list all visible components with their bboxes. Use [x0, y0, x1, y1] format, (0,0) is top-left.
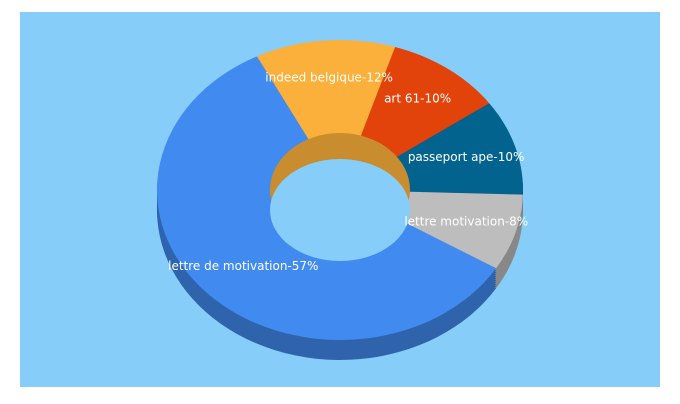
data-label: lettre de motivation-57% [168, 259, 318, 273]
donut-hole [270, 159, 410, 261]
slice [256, 39, 396, 191]
data-label: indeed belgique-12% [265, 70, 393, 84]
data-label: art 61-10% [384, 92, 451, 106]
data-label: lettre motivation-8% [404, 215, 528, 229]
data-label: passeport ape-10% [408, 150, 525, 164]
